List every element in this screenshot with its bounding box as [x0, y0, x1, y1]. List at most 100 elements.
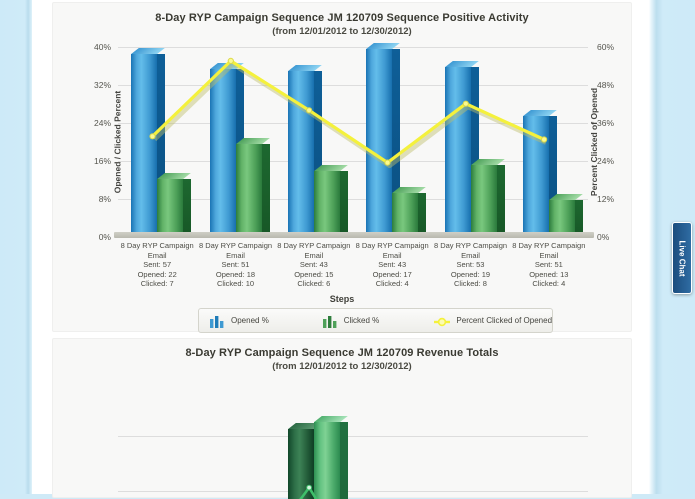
page-content: 8-Day RYP Campaign Sequence JM 120709 Se…	[32, 0, 649, 499]
y-axis-tick-right: 36%	[597, 118, 615, 128]
category-label-line: Email	[226, 250, 245, 260]
gridline	[118, 47, 588, 48]
y-axis-tick-left: 8%	[98, 194, 111, 204]
page-left-gutter	[0, 0, 32, 494]
clicked-percent-bar	[157, 172, 192, 237]
category-label-line: Sent: 43	[299, 260, 328, 269]
opened-percent-bar	[444, 60, 479, 237]
category-label-line: Email	[539, 250, 559, 260]
y-axis-tick-right: 48%	[597, 80, 615, 90]
bar-front	[392, 192, 419, 237]
category-label-line: 8 Day RYP Campaign	[277, 241, 351, 250]
category-label: 8 Day RYP Campaign Email Sent: 43 Opened: 1…	[275, 241, 353, 289]
sequence-positive-activity-chart-panel: 8-Day RYP Campaign Sequence JM 120709 Se…	[52, 2, 632, 333]
legend-item[interactable]: Clicked %	[312, 315, 425, 328]
revenue-chart-title: 8-Day RYP Campaign Sequence JM 120709 Re…	[185, 347, 499, 359]
category-label: 8 Day RYP Campaign Email Sent: 51 Opened: 1…	[196, 241, 274, 289]
live-chat-tab[interactable]: Live Chat	[672, 222, 692, 294]
category-label-line: Sent: 51	[534, 260, 563, 269]
category-label-line: Clicked: 8	[454, 279, 487, 288]
bar-side	[418, 192, 427, 237]
revenue-bar-b	[313, 416, 348, 499]
y-axis-tick-right: 60%	[597, 42, 615, 52]
clicked-percent-bar	[548, 193, 583, 237]
activity-chart-legend: Opened % Clicked % Percent Clicked of Open…	[198, 308, 553, 333]
category-label-line: Opened: 15	[294, 269, 334, 279]
category-label-line: Opened: 18	[215, 269, 256, 279]
bar-side	[339, 170, 348, 237]
bar-front	[313, 170, 340, 237]
category-label-line: Opened: 22	[137, 269, 177, 279]
y-axis-tick-left: 16%	[93, 156, 111, 166]
legend-bars-icon	[209, 315, 225, 328]
clicked-percent-bar	[470, 159, 505, 237]
bar-front	[470, 165, 497, 237]
bar-side	[392, 49, 401, 237]
bar-front	[157, 178, 184, 237]
revenue-plot-area: $2403$3204$4005	[118, 379, 588, 499]
legend-label: Opened %	[231, 316, 269, 325]
bar-side	[261, 143, 270, 237]
y-axis-tick-left: 24%	[93, 118, 111, 128]
category-label-line: Opened: 17	[372, 269, 412, 279]
category-label-line: 8 Day RYP Campaign	[198, 241, 273, 250]
y-axis-tick-right: 0%	[597, 232, 610, 242]
category-label-line: 8 Day RYP Campaign	[512, 241, 586, 250]
y-axis-tick-right: 12%	[597, 194, 615, 204]
clicked-percent-bar	[235, 137, 270, 237]
legend-label: Percent Clicked of Opened	[456, 316, 553, 325]
legend-line-point-icon	[434, 315, 451, 327]
category-label: 8 Day RYP Campaign Email Sent: 51 Opened: 1…	[510, 241, 588, 289]
clicked-percent-bar	[392, 186, 427, 237]
bar-side	[548, 115, 557, 237]
legend-item[interactable]: Percent Clicked of Opened	[424, 315, 552, 327]
y-axis-tick-left: 32%	[93, 80, 111, 90]
bar-front	[548, 199, 575, 237]
category-label-line: Clicked: 6	[297, 279, 331, 288]
gridline	[118, 161, 588, 162]
revenue-totals-chart-panel: 8-Day RYP Campaign Sequence JM 120709 Re…	[52, 338, 632, 499]
y-axis-tick-left: 40%	[93, 42, 111, 52]
activity-axis-base	[114, 232, 594, 238]
category-label: 8 Day RYP Campaign Email Sent: 53 Opened: 1…	[431, 241, 509, 289]
y-axis-tick-left: 0%	[98, 232, 111, 242]
bar-side	[313, 71, 322, 237]
category-label-line: Sent: 51	[221, 260, 250, 269]
category-label-line: Email	[147, 250, 167, 260]
activity-right-axis-title: Percent Clicked of Opened	[588, 87, 599, 197]
gridline	[118, 123, 588, 124]
bar-side	[157, 53, 166, 237]
activity-chart-subtitle: (from 12/01/2012 to 12/30/2012)	[272, 26, 412, 37]
category-label-line: Sent: 57	[143, 260, 172, 269]
bar-front	[209, 69, 236, 237]
gridline	[118, 436, 588, 437]
bar-front	[235, 143, 262, 237]
legend-label: Clicked %	[343, 316, 380, 325]
revenue-chart-subtitle: (from 12/01/2012 to 12/30/2012)	[272, 361, 412, 372]
category-label-line: Clicked: 7	[140, 279, 174, 288]
category-label-line: 8 Day RYP Campaign	[120, 241, 194, 250]
category-label-line: Clicked: 10	[216, 279, 255, 288]
category-label: 8 Day RYP Campaign Email Sent: 57 Opened: 2…	[118, 241, 196, 289]
category-label: 8 Day RYP Campaign Email Sent: 43 Opened: 1…	[353, 241, 431, 289]
gridline	[118, 85, 588, 86]
percent-clicked-of-opened-line	[149, 57, 548, 169]
bar-front	[444, 66, 471, 237]
opened-percent-bar	[131, 47, 166, 237]
bar-side	[574, 199, 583, 237]
category-label-line: Clicked: 4	[532, 279, 566, 288]
legend-item[interactable]: Opened %	[199, 315, 312, 328]
bar-front	[366, 49, 393, 237]
revenue-trend-line	[299, 484, 318, 499]
activity-plot-area: Opened / Clicked Percent Percent Clicked…	[94, 42, 614, 242]
bar-front	[131, 53, 158, 237]
activity-chart-title: 8-Day RYP Campaign Sequence JM 120709 Se…	[155, 12, 529, 24]
bar-side	[470, 66, 479, 237]
category-label-line: Opened: 19	[450, 269, 491, 279]
live-chat-label: Live Chat	[677, 239, 687, 277]
activity-xaxis-title: Steps	[329, 294, 355, 304]
gridline	[118, 491, 588, 492]
y-axis-tick-right: 24%	[597, 156, 615, 166]
gridline	[118, 199, 588, 200]
category-label-line: Email	[382, 250, 402, 260]
